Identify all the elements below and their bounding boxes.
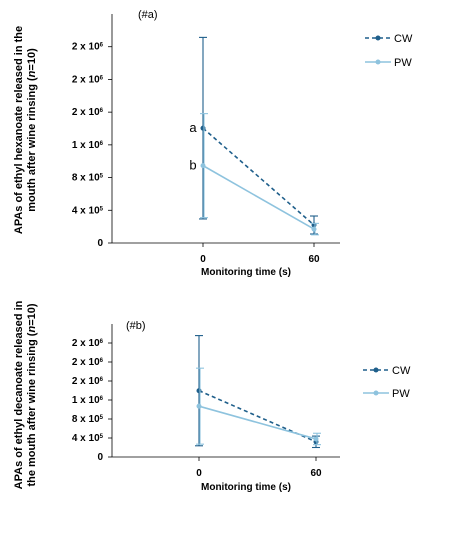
x-tick-label: 0: [200, 254, 206, 265]
y-axis-label: APAs of ethyl hexanoate released in them…: [13, 26, 38, 234]
x-tick-label: 60: [310, 468, 322, 479]
x-tick-label: 0: [196, 468, 202, 479]
legend-marker: [375, 59, 381, 65]
data-point: [313, 436, 319, 442]
x-axis-label: Monitoring time (s): [201, 267, 291, 278]
data-point: [311, 226, 317, 232]
y-tick-label: 2 x 106: [72, 357, 104, 368]
legend-label: PW: [394, 57, 412, 69]
legend-label: CW: [394, 33, 413, 45]
y-tick-label: 0: [97, 452, 103, 463]
legend-marker: [375, 35, 381, 41]
chart-panel-2: 0 4 x 105 8 x 105 1 x 106 2 x 106 2 x 106 2 x …: [13, 300, 411, 493]
y-tick-label: 4 x 105: [72, 433, 104, 444]
y-tick-label: 1 x 106: [72, 395, 104, 406]
data-point: [196, 403, 202, 409]
y-tick-label: 2 x 106: [72, 74, 104, 85]
legend-label: PW: [392, 388, 410, 400]
y-tick-label: 2 x 106: [72, 42, 104, 53]
y-tick-label: 4 x 105: [72, 205, 104, 216]
y-tick-label: 2 x 106: [72, 107, 104, 118]
y-tick-label: 8 x 105: [72, 173, 104, 184]
significance-letter: a: [189, 120, 197, 135]
y-tick-label: 0: [97, 238, 103, 249]
data-point: [200, 163, 206, 169]
data-point: [200, 125, 206, 131]
y-axis-label: APAs of ethyl decanoate released inthe m…: [13, 300, 38, 489]
chart-panel-1: 0 4 x 105 8 x 105 1 x 106 2 x 106 2 x 106 2 x …: [13, 9, 413, 278]
x-axis-label: Monitoring time (s): [201, 482, 291, 493]
legend-label: CW: [392, 365, 411, 377]
legend-marker: [373, 367, 379, 373]
series-line-cw: [202, 127, 315, 226]
significance-letter: b: [189, 158, 196, 173]
panel-label: (#b): [126, 320, 146, 332]
series-line-pw: [198, 405, 317, 440]
y-tick-label: 2 x 106: [72, 338, 104, 349]
y-tick-label: 8 x 105: [72, 414, 104, 425]
y-tick-label: 2 x 106: [72, 376, 104, 387]
series-line-pw: [202, 164, 315, 230]
x-tick-label: 60: [308, 254, 320, 265]
data-point: [196, 388, 202, 394]
panel-label: (#a): [138, 9, 158, 21]
y-tick-label: 1 x 106: [72, 140, 104, 151]
legend-marker: [373, 390, 379, 396]
